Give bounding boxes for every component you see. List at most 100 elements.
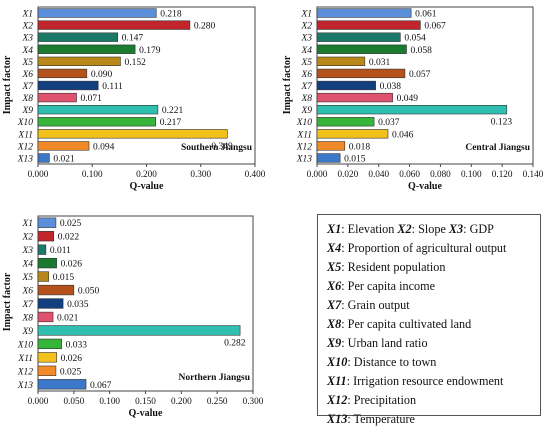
x-tick-label: 0.000 [28,169,49,179]
bar-x5 [316,56,366,66]
x-tick-label: 0.200 [136,169,157,179]
value-label-x9: 0.123 [491,118,513,128]
legend-line: X13: Temperature [327,410,534,429]
category-label-x6: X6 [300,70,312,80]
legend-description: : Grain output [341,298,410,312]
legend-line: X4: Proportion of agricultural output [327,239,534,258]
category-label-x11: X11 [17,354,33,364]
value-label-x2: 0.022 [58,233,80,243]
bar-x11 [37,352,57,363]
bar-x12 [37,365,57,376]
value-label-x5: 0.031 [369,58,391,68]
value-label-x12: 0.018 [349,142,371,152]
bar-x10 [316,117,375,127]
category-label-x6: X6 [21,70,33,80]
value-label-x9: 0.221 [162,106,184,116]
x-tick-label: 0.100 [82,169,103,179]
bar-x11 [37,129,228,139]
value-label-x2: 0.280 [194,22,216,32]
bar-x5 [37,56,121,66]
category-label-x8: X8 [21,313,33,323]
value-label-x8: 0.049 [397,94,419,104]
bar-x9 [37,325,241,336]
value-label-x2: 0.067 [424,22,446,32]
legend-code: X1 [327,222,342,236]
category-label-x7: X7 [300,82,313,92]
category-label-x13: X13 [17,154,34,164]
x-tick-label: 0.040 [368,169,389,179]
x-tick-label: 0.300 [243,396,264,406]
value-label-x4: 0.179 [139,46,161,56]
x-tick-label: 0.100 [461,169,482,179]
value-label-x1: 0.061 [415,10,437,20]
category-label-x13: X13 [296,154,313,164]
bar-x7 [37,80,99,91]
bar-x9 [37,105,159,115]
category-label-x10: X10 [17,118,34,128]
category-label-x2: X2 [300,22,312,32]
legend-code: X3 [448,222,464,236]
x-tick-label: 0.150 [135,396,156,406]
value-label-x7: 0.111 [102,82,123,92]
chart-southern-jiangsu: X1 0.218 X2 0.280 X3 0.147 X4 0.179 X5 0.152 X6 0.0… [2,6,266,192]
legend-line: X11: Irrigation resource endowment [327,372,534,391]
x-tick-label: 0.100 [99,396,120,406]
x-tick-label: 0.000 [307,169,328,179]
category-label-x12: X12 [17,142,34,152]
category-label-x12: X12 [296,142,313,152]
x-tick-label: 0.050 [63,396,84,406]
value-label-x9: 0.282 [224,338,246,348]
value-label-x6: 0.050 [78,287,100,297]
value-label-x13: 0.067 [90,381,112,391]
bar-x2 [316,20,421,30]
legend-line: X10: Distance to town [327,353,534,372]
category-label-x9: X9 [21,106,33,116]
bar-x8 [316,92,393,103]
chart-title: Northern Jiangsu [178,373,250,383]
category-label-x4: X4 [21,46,33,56]
value-label-x13: 0.021 [53,154,75,164]
x-tick-label: 0.250 [207,396,228,406]
x-tick-label: 0.200 [171,396,192,406]
x-tick-label: 0.060 [399,169,420,179]
legend-code: X12 [327,393,348,407]
legend-description: : Resident population [341,260,446,274]
category-label-x3: X3 [21,34,33,44]
legend-code: X9 [327,336,342,350]
legend-description: : Per capita income [341,279,435,293]
bar-x3 [316,32,401,42]
bar-x4 [37,44,136,54]
bar-x3 [37,244,47,255]
legend-line: X12: Precipitation [327,391,534,410]
legend-description: : Slope [411,222,449,236]
category-label-x1: X1 [21,10,33,20]
value-label-x8: 0.071 [81,94,103,104]
category-label-x5: X5 [300,58,312,68]
bar-x11 [316,129,389,139]
value-label-x3: 0.054 [404,34,426,44]
category-label-x5: X5 [21,273,33,283]
factor-legend: X1: Elevation X2: Slope X3: GDP X4: Propo… [317,214,541,426]
chart-northern-jiangsu: X1 0.025 X2 0.022 X3 0.011 X4 0.026 X5 0.015 X6 0.0… [2,215,264,419]
x-tick-label: 0.020 [338,169,359,179]
category-label-x3: X3 [300,34,312,44]
value-label-x4: 0.058 [410,46,432,56]
bar-x9 [316,105,508,115]
legend-description: : Irrigation resource endowment [346,374,504,388]
bar-x2 [37,231,55,242]
bar-x12 [37,141,90,151]
category-label-x11: X11 [296,130,312,140]
category-label-x4: X4 [21,260,33,270]
bar-x1 [37,8,157,18]
bar-x10 [37,338,62,350]
x-tick-label: 0.000 [28,396,49,406]
category-label-x10: X10 [17,340,34,350]
category-label-x7: X7 [21,300,34,310]
value-label-x12: 0.094 [93,142,115,152]
legend-line: X9: Urban land ratio [327,334,534,353]
legend-description: : Per capita cultivated land [341,317,472,331]
bar-x2 [37,20,191,30]
x-tick-label: 0.400 [245,169,266,179]
legend-description: : Distance to town [347,355,437,369]
